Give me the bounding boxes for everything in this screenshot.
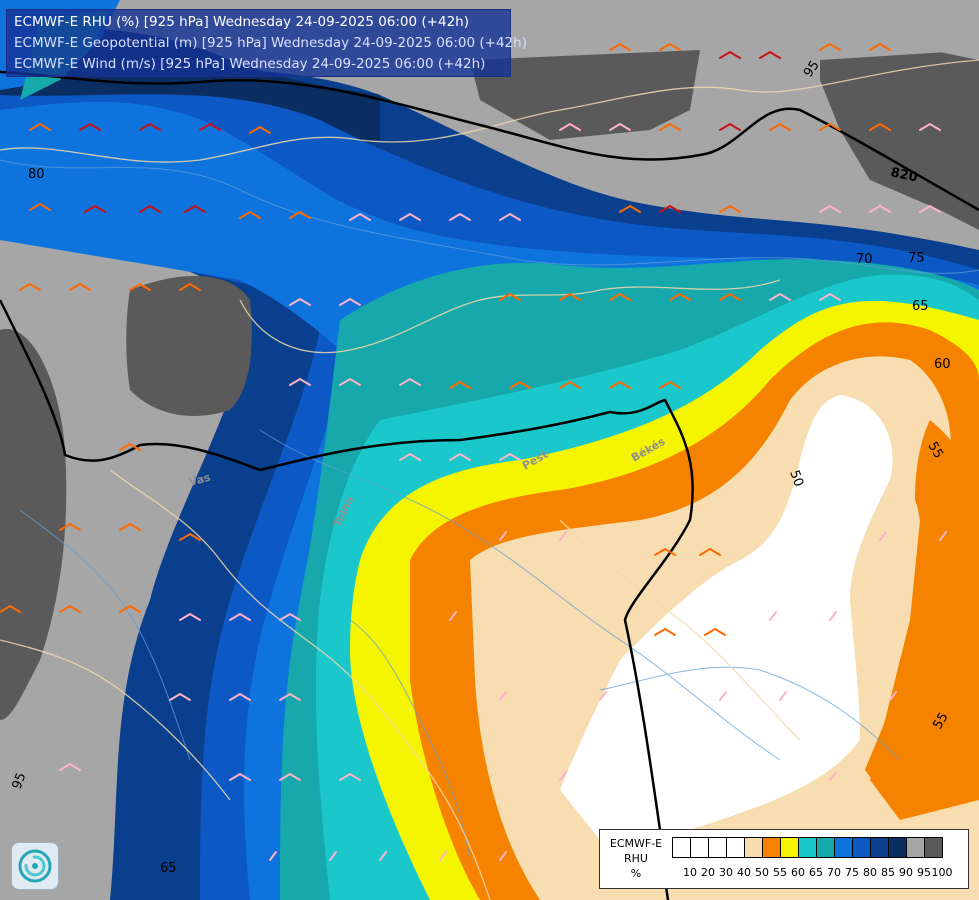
legend-labels: 10 20 30 40 50 55 60 65 70 75 80 85 90 95 100 [672, 866, 962, 880]
place-label: Vas [187, 471, 212, 489]
legend-label: 30 [719, 866, 733, 879]
legend-label: 80 [863, 866, 877, 879]
rhu-100-patch [126, 276, 252, 416]
legend-label: 10 [683, 866, 697, 879]
legend-swatch [690, 837, 709, 858]
rhu-label: 95 [10, 771, 30, 792]
wind-barbs [0, 42, 947, 861]
legend-label: 60 [791, 866, 805, 879]
info-line-rhu: ECMWF-E RHU (%) [925 hPa] Wednesday 24-0… [14, 14, 469, 30]
legend-swatch [726, 837, 745, 858]
legend-title-variable: RHU [624, 852, 648, 865]
legend-label: 50 [755, 866, 769, 879]
legend-swatch [906, 837, 925, 858]
legend-swatch [888, 837, 907, 858]
rivers [0, 159, 979, 861]
legend-title-model: ECMWF-E [609, 837, 663, 850]
rhu-label: 70 [856, 252, 873, 267]
legend-swatch [834, 837, 853, 858]
legend-swatch [852, 837, 871, 858]
legend-swatch [924, 837, 943, 858]
geopotential-label: 820 [889, 165, 919, 185]
legend-swatch [798, 837, 817, 858]
rhu-label: 55 [930, 710, 951, 732]
map-info-box: ECMWF-E RHU (%) [925 hPa] Wednesday 24-0… [6, 9, 527, 77]
legend-swatches [672, 837, 943, 858]
rhu-label: 50 [786, 468, 806, 489]
rhu-40-band [560, 395, 893, 840]
info-line-geopotential: ECMWF-E Geopotential (m) [925 hPa] Wedne… [14, 35, 527, 51]
rhu-100-patch [820, 50, 979, 230]
legend-swatch [672, 837, 691, 858]
legend-label: 20 [701, 866, 715, 879]
legend-label: 85 [881, 866, 895, 879]
geopotential-820 [0, 70, 979, 212]
rhu-label: 80 [28, 167, 45, 182]
legend-label: 55 [773, 866, 787, 879]
rhu-55-east [865, 420, 979, 790]
rhu-legend: ECMWF-E RHU % 10 20 30 40 50 55 60 65 70 75 80 85 90… [599, 829, 969, 889]
rhu-label: 65 [912, 299, 929, 314]
legend-label: 75 [845, 866, 859, 879]
legend-swatch [780, 837, 799, 858]
info-line-wind: ECMWF-E Wind (m/s) [925 hPa] Wednesday 2… [14, 56, 486, 72]
legend-label: 100 [931, 866, 953, 879]
geopotential-contours [0, 70, 979, 900]
legend-label: 65 [809, 866, 823, 879]
legend-label: 70 [827, 866, 841, 879]
legend-swatch [870, 837, 889, 858]
legend-swatch [708, 837, 727, 858]
legend-swatch [762, 837, 781, 858]
rhu-100-patch [0, 328, 67, 720]
legend-title: ECMWF-E RHU % [604, 836, 668, 881]
legend-label: 95 [917, 866, 931, 879]
rhu-label: 55 [925, 440, 946, 462]
legend-swatch [816, 837, 835, 858]
legend-label: 40 [737, 866, 751, 879]
logo-swirl-icon [11, 842, 59, 890]
geopotential-800 [0, 299, 694, 900]
rhu-label: 60 [934, 357, 951, 372]
legend-swatch [744, 837, 763, 858]
borders [0, 59, 979, 900]
rhu-label: 65 [160, 861, 177, 876]
rhu-label: 75 [908, 251, 925, 266]
legend-title-unit: % [630, 867, 642, 880]
legend-label: 90 [899, 866, 913, 879]
